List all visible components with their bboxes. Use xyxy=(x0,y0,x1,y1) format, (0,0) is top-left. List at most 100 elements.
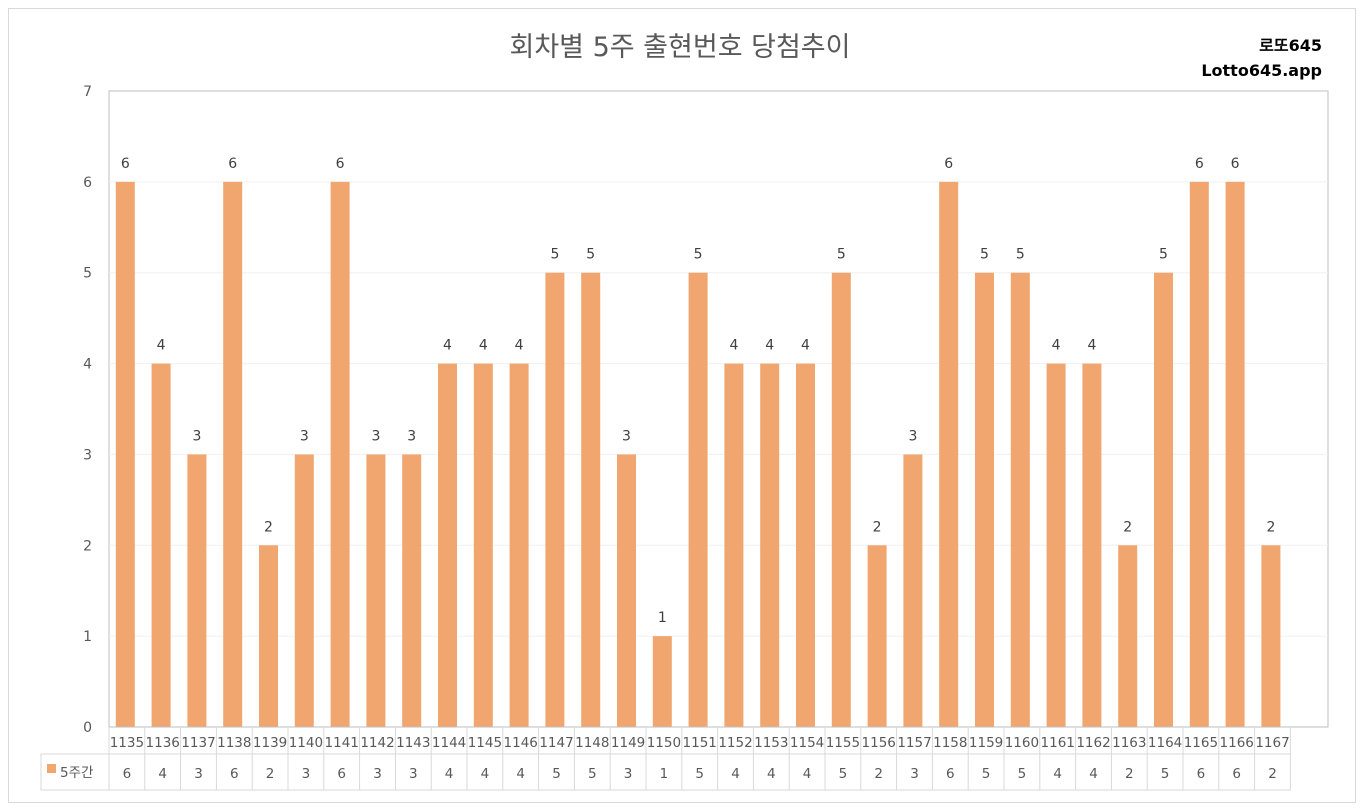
data-label: 5 xyxy=(550,247,559,263)
x-tick-label: 1139 xyxy=(253,735,287,751)
x-tick-label: 1167 xyxy=(1255,735,1289,751)
legend-series-name: 5주간 xyxy=(60,765,93,781)
bar xyxy=(581,272,601,727)
data-label: 3 xyxy=(622,428,631,444)
watermark-line-1: 로또645 xyxy=(1259,36,1322,55)
bar xyxy=(294,454,314,727)
bar xyxy=(1082,363,1102,727)
x-tick-label: 1163 xyxy=(1112,735,1146,751)
table-value-cell: 6 xyxy=(1232,766,1241,782)
table-value-cell: 4 xyxy=(767,766,776,782)
x-tick-label: 1147 xyxy=(539,735,573,751)
x-tick-label: 1165 xyxy=(1184,735,1218,751)
table-value-cell: 6 xyxy=(230,766,239,782)
x-tick-label: 1152 xyxy=(718,735,752,751)
data-label: 5 xyxy=(694,247,703,263)
data-label: 6 xyxy=(1231,156,1240,172)
table-value-cell: 5 xyxy=(1018,766,1027,782)
y-tick-label: 6 xyxy=(83,175,92,191)
table-value-cell: 4 xyxy=(1089,766,1098,782)
legend-swatch xyxy=(47,764,56,773)
bar xyxy=(831,272,851,727)
table-value-cell: 2 xyxy=(1268,766,1277,782)
table-value-cell: 4 xyxy=(158,766,167,782)
x-tick-label: 1156 xyxy=(862,735,896,751)
y-tick-label: 1 xyxy=(83,629,92,645)
bar xyxy=(366,454,386,727)
bar xyxy=(1261,545,1281,727)
x-tick-label: 1149 xyxy=(611,735,645,751)
table-value-cell: 5 xyxy=(982,766,991,782)
x-tick-label: 1141 xyxy=(325,735,359,751)
table-value-cell: 4 xyxy=(731,766,740,782)
data-label: 3 xyxy=(192,428,201,444)
watermark-line-2: Lotto645.app xyxy=(1201,61,1322,80)
table-value-cell: 6 xyxy=(337,766,346,782)
bar xyxy=(115,181,135,727)
data-label: 4 xyxy=(443,338,452,354)
y-tick-label: 7 xyxy=(83,84,92,100)
data-label: 4 xyxy=(479,338,488,354)
data-label: 6 xyxy=(121,156,130,172)
bar xyxy=(473,363,493,727)
table-value-cell: 4 xyxy=(445,766,454,782)
data-label: 5 xyxy=(586,247,595,263)
x-tick-label: 1154 xyxy=(790,735,824,751)
y-tick-label: 0 xyxy=(83,720,92,736)
bar xyxy=(1189,181,1209,727)
data-label: 4 xyxy=(157,338,166,354)
bars xyxy=(115,181,1281,727)
x-tick-label: 1150 xyxy=(647,735,681,751)
data-label: 3 xyxy=(300,428,309,444)
table-value-cell: 3 xyxy=(302,766,311,782)
table-value-cell: 3 xyxy=(910,766,919,782)
x-tick-label: 1164 xyxy=(1148,735,1182,751)
chart-title: 회차별 5주 출현번호 당첨추이 xyxy=(509,32,850,63)
table-value-cell: 6 xyxy=(123,766,132,782)
x-tick-label: 1135 xyxy=(110,735,144,751)
x-tick-label: 1162 xyxy=(1076,735,1110,751)
table-value-cell: 5 xyxy=(695,766,704,782)
bar xyxy=(1154,272,1173,727)
bar xyxy=(187,454,207,727)
table-value-cell: 2 xyxy=(266,766,275,782)
bar xyxy=(1010,272,1030,727)
bar xyxy=(438,363,457,727)
table-value-cell: 5 xyxy=(1161,766,1170,782)
data-label: 4 xyxy=(515,338,524,354)
table-value-cell: 6 xyxy=(946,766,955,782)
bar xyxy=(330,181,350,727)
data-label: 6 xyxy=(1195,156,1204,172)
table-value-cell: 4 xyxy=(516,766,525,782)
bar xyxy=(402,454,422,727)
x-tick-label: 1157 xyxy=(897,735,931,751)
y-axis: 0 1 2 3 4 5 6 7 xyxy=(83,84,92,736)
table-value-cell: 4 xyxy=(1053,766,1062,782)
table-value-cell: 5 xyxy=(839,766,848,782)
x-tick-label: 1155 xyxy=(826,735,860,751)
data-label: 4 xyxy=(765,338,774,354)
data-labels: 6 4 3 6 2 3 6 3 3 4 4 4 5 5 3 1 5 4 4 4 5 2 3 6 5 5 4 4 2 5 6 6 2 xyxy=(121,156,1276,626)
chart-outer-frame xyxy=(8,8,1356,803)
x-tick-label: 1153 xyxy=(754,735,788,751)
table-value-cell: 3 xyxy=(194,766,203,782)
bar xyxy=(975,272,994,727)
bar xyxy=(724,363,744,727)
x-tick-label: 1148 xyxy=(575,735,609,751)
table-value-cell: 2 xyxy=(874,766,883,782)
table-value-cell: 6 xyxy=(1197,766,1206,782)
data-label: 2 xyxy=(873,519,882,535)
table-value-cell: 3 xyxy=(373,766,382,782)
bar xyxy=(903,454,923,727)
bar xyxy=(652,636,672,727)
data-label: 5 xyxy=(1159,247,1168,263)
data-label: 6 xyxy=(336,156,345,172)
y-tick-label: 5 xyxy=(83,266,92,282)
x-tick-label: 1144 xyxy=(432,735,466,751)
x-tick-label: 1142 xyxy=(360,735,394,751)
data-label: 5 xyxy=(980,247,989,263)
y-tick-label: 4 xyxy=(83,357,92,373)
bar xyxy=(1118,545,1138,727)
bar xyxy=(259,545,278,727)
